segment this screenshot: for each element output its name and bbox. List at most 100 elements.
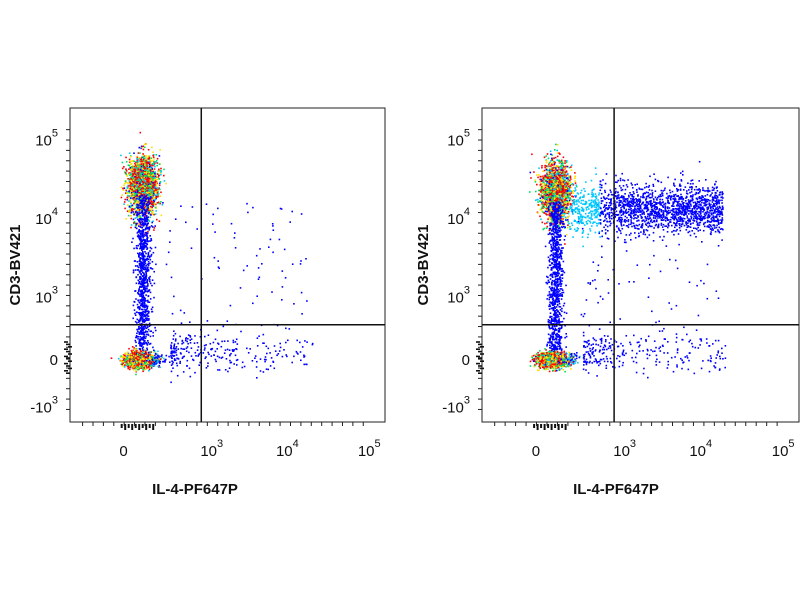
event-dot [142,214,145,217]
event-dot [141,251,144,253]
event-dot [146,315,149,317]
event-dot [130,349,133,352]
event-dot [132,237,134,240]
event-dot [125,189,127,192]
event-dot [139,247,141,250]
event-dot [149,275,151,278]
event-dot [146,363,148,365]
event-dot [122,365,125,368]
event-dot [141,322,143,325]
event-dot [143,201,145,204]
event-dot [125,192,127,194]
event-dot [136,357,138,360]
event-dot [143,224,145,226]
event-dot [134,188,137,191]
event-dot [145,246,148,248]
event-dot [143,165,146,168]
event-dot [150,354,153,356]
event-dot [139,348,141,351]
event-dot [146,307,149,310]
event-dot [138,198,140,200]
event-dot [152,179,154,182]
event-dot [163,180,166,182]
event-dot [136,191,139,193]
event-dot [132,190,135,192]
event-dot [150,196,152,198]
event-dot [146,193,149,195]
event-dot [147,240,149,243]
event-dot [130,168,132,170]
event-dot [145,172,148,174]
event-dot [141,255,144,258]
event-dot [128,195,131,197]
event-dot [143,368,145,370]
event-dot [135,282,138,285]
event-dot [147,168,150,171]
event-dot [140,208,143,211]
event-dot [157,187,159,189]
event-dot [160,173,162,176]
event-dot [154,202,156,205]
event-dot [153,213,155,216]
event-dot [131,166,133,169]
event-dot [141,210,144,213]
event-dot [132,352,134,355]
event-dot [145,304,147,307]
event-dot [145,155,148,157]
event-dot [126,196,128,199]
event-dot [148,158,150,161]
event-dot [122,356,124,358]
event-dot [125,362,128,364]
event-dot [140,147,142,150]
event-dot [156,187,158,190]
event-dot [139,234,142,236]
event-dot [133,358,135,361]
event-dot [146,242,148,245]
event-dot [136,364,138,366]
event-dot [140,353,143,356]
event-dot [147,264,150,267]
event-dot [142,222,145,224]
event-dot [153,296,155,299]
event-dot [151,146,153,149]
event-dot [142,333,145,336]
event-dot [143,261,145,263]
event-dot [151,188,154,190]
event-dot [139,215,141,217]
event-dot [137,218,139,221]
event-dot [141,246,143,249]
event-dot [145,164,148,166]
event-dot [138,351,140,354]
event-dot [148,220,151,222]
event-dot [131,186,133,189]
event-dot [142,174,145,177]
event-dot [130,182,132,184]
event-dot [140,205,142,208]
event-dot [145,330,147,332]
event-dot [149,240,152,242]
event-dot [141,224,143,226]
event-dot [125,181,127,184]
event-dot [126,187,129,189]
event-dot [139,252,141,254]
event-dot [147,301,149,303]
event-dot [140,173,142,175]
event-dot [137,319,140,322]
event-dot [132,177,134,179]
event-dot [126,351,129,353]
event-dot [127,194,129,197]
event-dot [151,183,153,186]
event-dot [141,220,144,223]
event-dot [137,357,139,360]
event-dot [139,212,141,214]
event-dot [149,194,151,197]
event-dot [126,365,129,368]
event-dot [146,324,148,327]
event-dot [131,170,134,173]
event-dot [141,344,143,347]
event-dot [120,355,122,357]
event-dot [141,202,143,204]
event-dot [144,278,146,280]
event-dot [134,265,137,267]
event-dot [142,229,144,231]
